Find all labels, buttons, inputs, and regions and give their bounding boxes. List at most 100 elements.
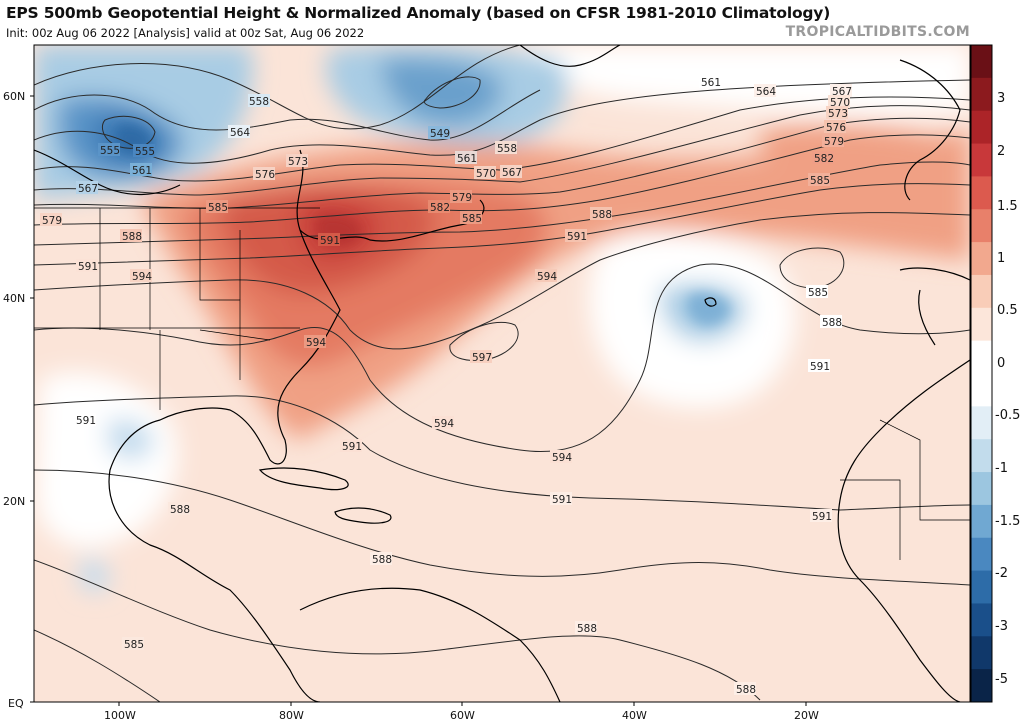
lat-label-20n: 20N: [3, 495, 25, 508]
colorbar-tick-2: 2: [997, 144, 1005, 159]
chart-subtitle: Init: 00z Aug 06 2022 [Analysis] valid a…: [6, 26, 365, 40]
contour-label: 573: [288, 156, 308, 168]
contour-label: 567: [502, 167, 522, 179]
lon-label-40w: 40W: [622, 709, 647, 722]
contour-label: 591: [810, 361, 830, 373]
lat-label-60n: 60N: [3, 90, 25, 103]
contour-label: 585: [810, 175, 830, 187]
colorbar-band: [971, 636, 992, 670]
contour-label: 555: [100, 145, 120, 157]
contour-label: 576: [826, 122, 846, 134]
contour-label: 579: [824, 136, 844, 148]
contour-label: 582: [814, 153, 834, 165]
contour-labels: 558 564 573 576 585 588 591 594 579 567 …: [40, 75, 852, 696]
colorbar-band: [971, 472, 992, 506]
contour-label: 573: [828, 108, 848, 120]
contour-label: 594: [537, 271, 557, 283]
contour-label: 591: [552, 494, 572, 506]
colorbar-tick-neg-3: -3: [995, 619, 1008, 634]
contour-label: 594: [306, 337, 326, 349]
colorbar-band: [971, 242, 992, 276]
contour-label: 588: [122, 231, 142, 243]
map-frame: [33, 44, 971, 703]
colorbar-tick-neg-5: -5: [995, 672, 1008, 687]
colorbar-band: [971, 570, 992, 604]
contour-label: 558: [497, 143, 517, 155]
contour-label: 555: [135, 146, 155, 158]
contour-label: 588: [592, 209, 612, 221]
colorbar-bands: [971, 45, 992, 703]
contour-label: 588: [822, 317, 842, 329]
colorbar-tick-neg-0-5: -0.5: [995, 408, 1020, 423]
colorbar-band: [971, 45, 992, 79]
contour-label: 591: [320, 235, 340, 247]
colorbar-band: [971, 274, 992, 309]
colorbar: 3 2 1.5 1 0.5 0 -0.5 -1 -1.5 -2 -3 -5: [970, 44, 1020, 703]
contour-label: 585: [124, 639, 144, 651]
contour-label: 570: [476, 168, 496, 180]
contour-label: 561: [132, 165, 152, 177]
contour-label: 579: [452, 192, 472, 204]
lon-label-60w: 60W: [450, 709, 475, 722]
lon-label-100w: 100W: [104, 709, 136, 722]
colorbar-band: [971, 603, 992, 637]
colorbar-band: [971, 373, 992, 407]
colorbar-tick-3: 3: [997, 91, 1005, 106]
contour-label: 585: [808, 287, 828, 299]
lat-label-40n: 40N: [3, 292, 25, 305]
colorbar-band: [971, 176, 992, 210]
political-borders: [34, 207, 970, 560]
longitude-axis: 100W 80W 60W 40W 20W: [104, 702, 819, 722]
contour-label: 594: [434, 418, 454, 430]
latitude-axis: 60N 40N 20N EQ: [3, 90, 34, 710]
colorbar-tick-0-5: 0.5: [997, 303, 1018, 318]
colorbar-band: [971, 209, 992, 243]
contour-label: 585: [208, 202, 228, 214]
contour-label: 582: [430, 202, 450, 214]
contour-label: 579: [42, 215, 62, 227]
contour-label: 564: [230, 127, 250, 139]
contour-label: 591: [567, 231, 587, 243]
lon-label-80w: 80W: [279, 709, 304, 722]
contour-label: 564: [756, 86, 776, 98]
colorbar-band: [971, 77, 992, 112]
contour-label: 588: [170, 504, 190, 516]
contour-label: 561: [457, 153, 477, 165]
contour-label: 585: [462, 213, 482, 225]
colorbar-band: [971, 406, 992, 440]
colorbar-tick-1-5: 1.5: [997, 199, 1018, 214]
colorbar-band: [971, 439, 992, 473]
contour-label: 591: [76, 415, 96, 427]
contour-label: 558: [249, 96, 269, 108]
contour-label: 561: [701, 77, 721, 89]
colorbar-band: [971, 537, 992, 572]
colorbar-frame: [970, 44, 993, 703]
contour-label: 591: [812, 511, 832, 523]
colorbar-tick-0: 0: [997, 356, 1005, 371]
colorbar-tick-neg-2: -2: [995, 566, 1008, 581]
contour-label: 576: [255, 169, 275, 181]
contour-label: 591: [342, 441, 362, 453]
contour-label: 588: [577, 623, 597, 635]
site-credit: TROPICALTIDBITS.COM: [785, 24, 970, 40]
anomaly-shading: [34, 45, 970, 592]
colorbar-band: [971, 669, 992, 703]
colorbar-band: [971, 504, 992, 539]
contour-label: 588: [736, 684, 756, 696]
colorbar-band: [971, 340, 992, 374]
colorbar-band: [971, 110, 992, 145]
contour-label: 591: [78, 261, 98, 273]
chart-title: EPS 500mb Geopotential Height & Normaliz…: [6, 4, 831, 22]
contour-label: 594: [552, 452, 572, 464]
colorbar-tick-neg-1: -1: [995, 461, 1008, 476]
contour-label: 567: [78, 183, 98, 195]
contour-label: 597: [472, 352, 492, 364]
lat-label-eq: EQ: [8, 697, 24, 710]
colorbar-tick-1: 1: [997, 251, 1005, 266]
contour-label: 588: [372, 554, 392, 566]
colorbar-tick-neg-1-5: -1.5: [995, 514, 1020, 529]
colorbar-band: [971, 307, 992, 342]
lon-label-20w: 20W: [794, 709, 819, 722]
contour-label: 594: [132, 271, 152, 283]
